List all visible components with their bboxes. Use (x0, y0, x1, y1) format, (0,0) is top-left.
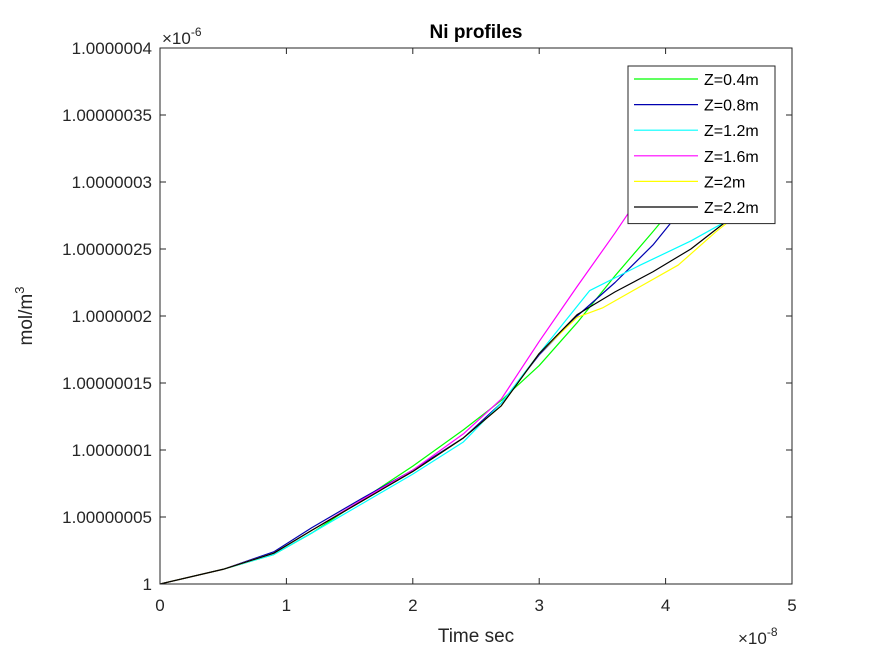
x-tick-label: 0 (155, 596, 164, 615)
series-layer (160, 185, 742, 584)
legend-item: Z=0.8m (634, 98, 759, 115)
ticks-layer: 0 1 2 3 4 511.000000051.00000011.000000151.00… (62, 39, 797, 615)
legend-label: Z=1.6m (704, 149, 759, 166)
chart-title: Ni profiles (430, 22, 523, 43)
x-tick-label: 1 (282, 596, 291, 615)
series-line-3 (160, 212, 742, 584)
y-axis-multiplier: ×10-6 (162, 25, 202, 48)
y-tick-label: 1.00000025 (62, 240, 152, 259)
legend-label: Z=1.2m (704, 123, 759, 140)
legend-item: Z=0.4m (634, 72, 759, 89)
y-tick-label: 1.0000004 (72, 39, 152, 58)
x-tick-label: 4 (661, 596, 670, 615)
y-tick-label: 1.0000001 (72, 441, 152, 460)
legend: Z=0.4m Z=0.8m Z=1.2m Z=1.6m Z=2m Z=2.2m (627, 65, 776, 225)
series-line-6 (160, 209, 742, 584)
x-tick-label: 2 (408, 596, 417, 615)
legend-label: Z=0.4m (704, 72, 759, 89)
y-axis-label: mol/m3 (12, 287, 37, 346)
y-tick-label: 1.00000015 (62, 374, 152, 393)
legend-item: Z=1.2m (634, 123, 759, 140)
x-axis-label: Time sec (438, 626, 514, 647)
y-tick-label: 1.0000003 (72, 173, 152, 192)
legend-item: Z=2m (634, 174, 745, 191)
legend-item: Z=2.2m (634, 200, 759, 217)
y-tick-label: 1.00000005 (62, 508, 152, 527)
y-tick-label: 1.00000035 (62, 106, 152, 125)
legend-label: Z=2.2m (704, 200, 759, 217)
x-tick-label: 3 (534, 596, 543, 615)
x-axis-multiplier: ×10-8 (738, 625, 778, 648)
legend-box (627, 65, 776, 225)
y-tick-label: 1 (143, 575, 152, 594)
legend-item: Z=1.6m (634, 149, 759, 166)
legend-label: Z=2m (704, 174, 745, 191)
legend-label: Z=0.8m (704, 98, 759, 115)
y-tick-label: 1.0000002 (72, 307, 152, 326)
x-tick-label: 5 (787, 596, 796, 615)
